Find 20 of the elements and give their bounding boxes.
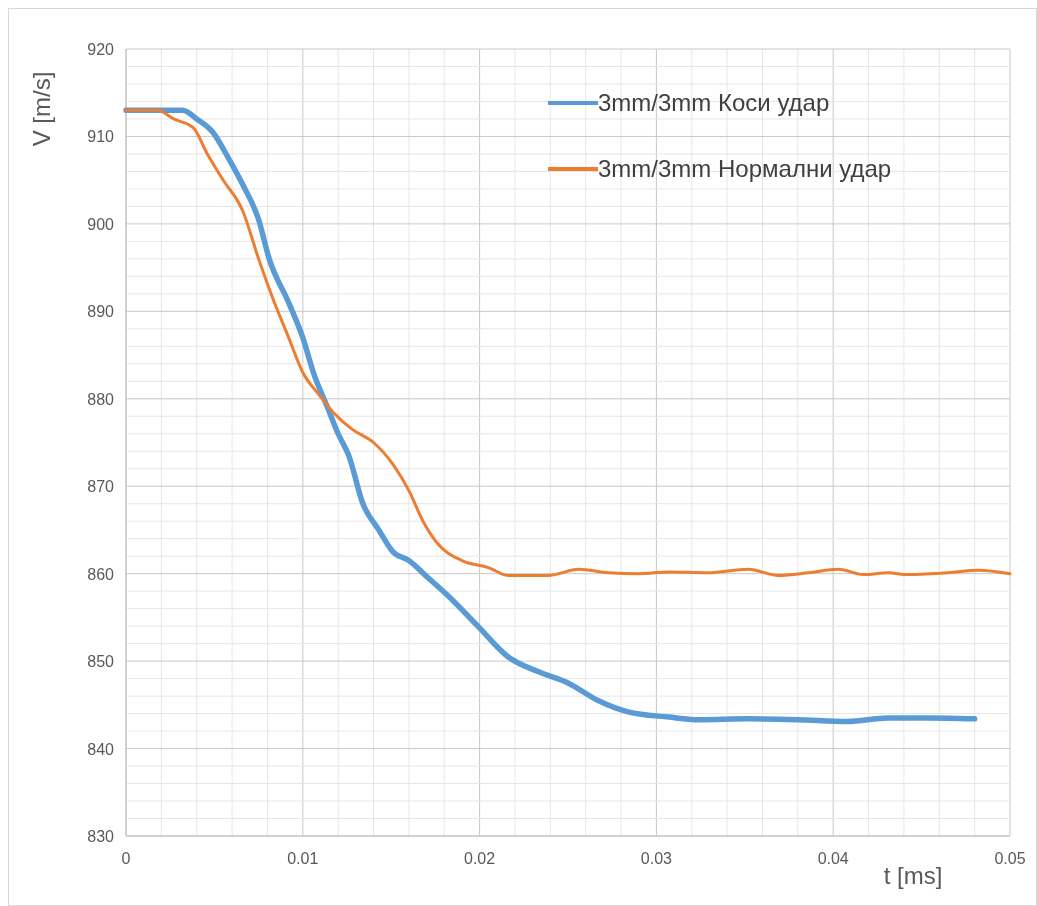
y-tick-label: 900 [87,215,115,233]
y-axis-title: V [m/s] [28,71,55,147]
x-tick-label: 0.05 [994,850,1026,867]
y-tick-label: 850 [87,653,115,671]
y-tick-label: 870 [87,478,115,496]
legend-label: 3mm/3mm Нормални удар [598,155,892,182]
y-tick-label: 840 [87,740,115,758]
x-tick-label: 0.03 [640,850,673,867]
x-tick-label: 0.02 [464,850,496,867]
y-tick-label: 880 [87,390,115,408]
x-tick-label: 0 [121,850,131,867]
x-tick-label: 0.04 [817,850,849,867]
y-tick-label: 830 [87,828,115,845]
y-tick-label: 910 [87,128,115,146]
y-tick-label: 890 [87,303,115,321]
x-axis-title: t [ms] [883,862,943,889]
y-tick-label: 920 [87,41,115,58]
y-tick-label: 860 [87,565,115,583]
legend-label: 3mm/3mm Коси удар [598,89,830,116]
x-tick-label: 0.01 [287,850,319,867]
